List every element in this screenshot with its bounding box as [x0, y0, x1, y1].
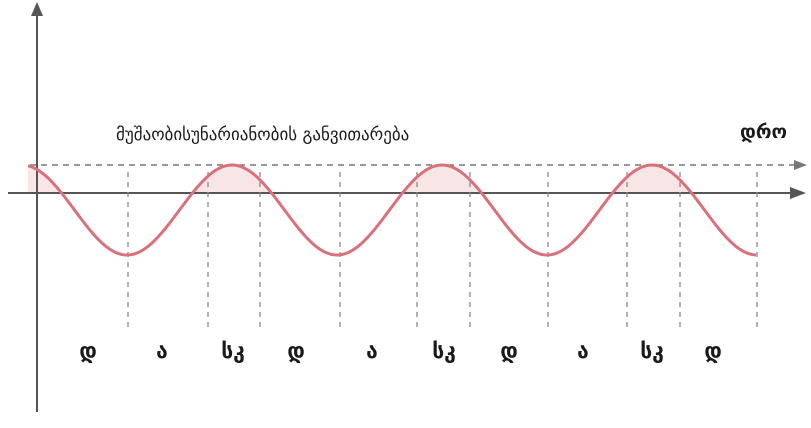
- crest-fill: [28, 165, 692, 193]
- peak-line-arrow: [794, 160, 807, 170]
- diagram-caption: მუშაობისუნარიანობის განვითარება: [116, 125, 409, 145]
- phase-label: სკ: [432, 339, 456, 363]
- time-axis-label: დრო: [740, 121, 787, 143]
- phase-guides: [127, 172, 758, 330]
- phase-label: დ: [79, 339, 97, 363]
- phase-label: დ: [500, 339, 518, 363]
- phase-label: ა: [366, 339, 378, 363]
- phase-label: ა: [156, 339, 168, 363]
- phase-labels: დ ა სკ დ ა სკ დ ა სკ დ: [79, 339, 722, 363]
- time-axis-arrow: [790, 187, 806, 199]
- phase-label: ა: [577, 339, 589, 363]
- work-capacity-wave: [27, 163, 757, 257]
- phase-label: დ: [287, 339, 305, 363]
- vertical-axis-arrow: [31, 2, 43, 16]
- phase-label: სკ: [221, 339, 245, 363]
- phase-label: დ: [704, 339, 722, 363]
- phase-label: სკ: [640, 339, 664, 363]
